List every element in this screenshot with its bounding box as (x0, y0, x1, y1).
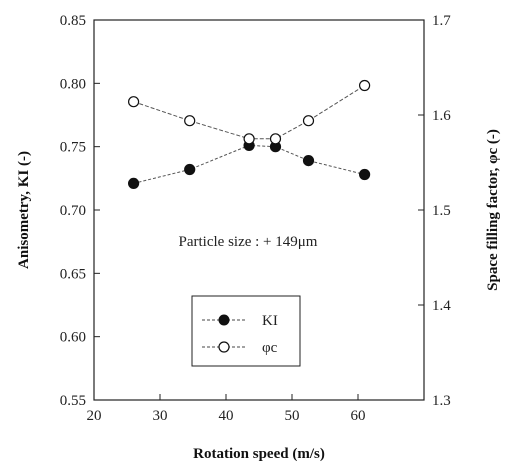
right-y-axis-title: Space filling factor, φc (-) (485, 129, 501, 291)
legend-label-ki: KI (262, 313, 278, 329)
left-y-tick-label: 0.85 (60, 13, 86, 29)
legend: KI φc (191, 295, 301, 367)
right-y-tick-label: 1.6 (432, 108, 451, 124)
data-point-ki (184, 163, 196, 176)
left-y-tick-label: 0.55 (60, 393, 86, 409)
left-y-axis-title: Anisometry, KI (-) (16, 151, 32, 269)
x-axis-title: Rotation speed (m/s) (193, 446, 325, 462)
right-y-tick-label: 1.5 (432, 203, 451, 219)
left-y-tick-label: 0.70 (60, 203, 86, 219)
particle-size-annotation: Particle size : + 149μm (179, 234, 318, 250)
x-tick-label: 50 (285, 408, 300, 424)
data-point-ki (359, 168, 371, 181)
data-point-phic (184, 115, 196, 127)
data-point-phic (128, 96, 140, 108)
x-tick-label: 60 (351, 408, 366, 424)
series-line-phic (133, 85, 365, 140)
left-y-tick-label: 0.65 (60, 266, 86, 282)
x-axis-ticks: 20 30 40 50 60 (87, 394, 366, 424)
legend-box (191, 295, 301, 367)
data-point-phic (359, 79, 371, 92)
left-y-tick-label: 0.60 (60, 330, 86, 346)
data-point-ki (128, 177, 140, 189)
left-y-axis-ticks: 0.55 0.60 0.65 0.70 0.75 0.80 0.85 (60, 13, 100, 409)
right-y-tick-label: 1.4 (432, 298, 451, 314)
data-point-phic (269, 133, 282, 145)
x-tick-label: 20 (87, 408, 102, 424)
legend-label-phic: φc (262, 340, 278, 356)
series-line-ki (133, 144, 365, 184)
left-y-tick-label: 0.75 (60, 140, 86, 156)
data-point-phic (243, 133, 255, 145)
right-y-tick-label: 1.3 (432, 393, 451, 409)
right-y-axis-ticks: 1.3 1.4 1.5 1.6 1.7 (418, 13, 451, 409)
series-points (128, 79, 371, 189)
legend-marker-phic (218, 341, 230, 353)
series-lines (133, 85, 365, 184)
x-tick-label: 40 (219, 408, 234, 424)
right-y-tick-label: 1.7 (432, 13, 451, 29)
data-point-phic (302, 115, 315, 127)
data-point-ki (302, 155, 315, 167)
left-y-tick-label: 0.80 (60, 76, 86, 92)
legend-marker-ki (218, 314, 230, 326)
x-tick-label: 30 (153, 408, 168, 424)
